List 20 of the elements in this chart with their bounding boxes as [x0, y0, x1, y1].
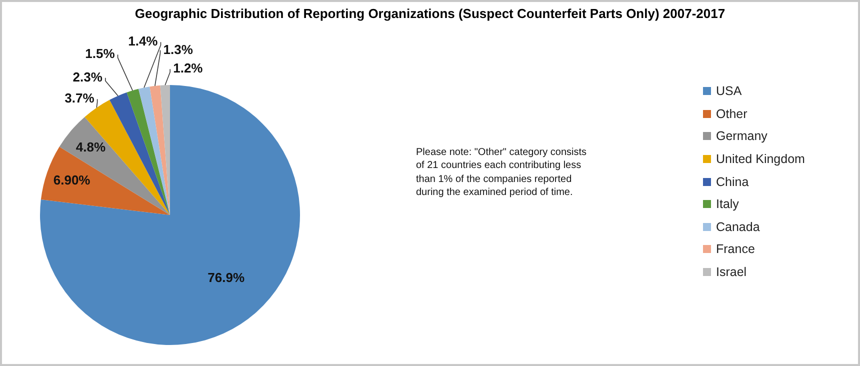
data-label: 4.8%: [76, 139, 106, 154]
data-label: 1.2%: [173, 60, 204, 76]
data-label: 1.4%: [128, 34, 158, 49]
legend-label: Other: [716, 106, 748, 121]
legend-label: Italy: [716, 197, 739, 212]
legend-label: United Kingdom: [716, 152, 805, 166]
legend-label: Germany: [716, 129, 768, 144]
legend-label: France: [716, 242, 755, 256]
legend-label: USA: [716, 84, 742, 98]
chart-title: Geographic Distribution of Reporting Organizations (Suspect Counterfeit Parts Only) 2007-2017: [134, 6, 726, 21]
data-label: 1.3%: [163, 42, 194, 57]
legend-label: Canada: [716, 220, 760, 234]
data-label: 6.90%: [53, 172, 91, 188]
data-label: 3.7%: [64, 90, 95, 106]
data-label: 76.9%: [208, 270, 245, 285]
legend-label: China: [716, 174, 749, 189]
data-label: 1.5%: [85, 46, 116, 62]
legend-label: Israel: [716, 265, 747, 280]
text: Please note: "Other" category consists of 21 countries each contributing less than 1% of the companies reported during the examined period of time.: [416, 146, 588, 200]
data-label: 2.3%: [72, 69, 103, 84]
